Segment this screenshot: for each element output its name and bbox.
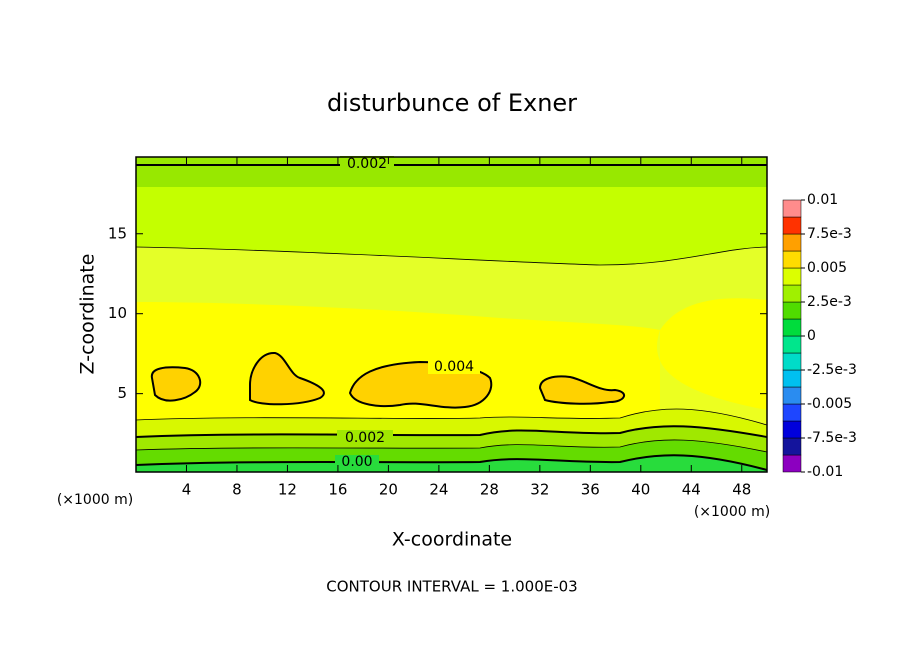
x-tick-label: 48 [732,481,751,499]
colorbar-label: 0 [807,328,816,344]
x-tick-label: 20 [379,481,398,499]
x-unit: (×1000 m) [694,504,770,520]
label-bg [337,430,393,445]
colorbar-box [782,454,802,473]
colorbar-box [782,369,802,388]
colorbar-box [782,335,802,354]
label-bg [428,358,480,374]
colorbar-box [782,437,802,456]
colorbar-label: -0.01 [807,464,843,480]
colorbar-box [782,318,802,337]
x-unit: (×1000 m) [57,492,133,508]
x-tick-label: 12 [278,481,297,499]
x-tick-label: 24 [429,481,448,499]
label-bg [335,455,379,470]
colorbar-box [782,420,802,439]
colorbar-box [782,233,802,252]
footer: CONTOUR INTERVAL = 1.000E-03 [326,578,577,596]
colorbar-box [782,199,802,218]
x-tick-label: 28 [480,481,499,499]
contour-fill [136,157,767,472]
x-tick-label: 8 [232,481,242,499]
colorbar-box [782,301,802,320]
x-tick-label: 36 [581,481,600,499]
y-tick-label: 5 [117,384,127,402]
colorbar-box [782,250,802,269]
colorbar-label: 7.5e-3 [807,226,852,242]
colorbar-label: 2.5e-3 [807,294,852,310]
x-tick-label: 32 [530,481,549,499]
colorbar-label: -7.5e-3 [807,430,857,446]
x-tick-label: 16 [328,481,347,499]
x-tick-label: 4 [182,481,192,499]
colorbar-box [782,284,802,303]
contour-label: 0.00 [341,454,372,470]
colorbar-label: -0.005 [807,396,852,412]
label-bg [340,156,394,172]
x-tick-label: 40 [631,481,650,499]
contour-label: 0.004 [434,359,474,375]
y-tick-label: 15 [108,224,127,242]
y-tick-label: 10 [108,304,127,322]
x-tick-label: 44 [682,481,701,499]
contour-label: 0.002 [347,156,387,172]
contour-label: 0.002 [345,430,385,446]
chart-title: disturbunce of Exner [327,89,577,117]
colorbar-label: 0.005 [807,260,847,276]
colorbar-label: -2.5e-3 [807,362,857,378]
colorbar-box [782,386,802,405]
y-axis-label: Z-coordinate [77,254,99,375]
colorbar-box [782,403,802,422]
colorbar-box [782,352,802,371]
colorbar-box [782,216,802,235]
plot-frame [135,156,768,473]
colorbar-label: 0.01 [807,192,838,208]
colorbar-box [782,267,802,286]
x-axis-label: X-coordinate [392,529,512,551]
